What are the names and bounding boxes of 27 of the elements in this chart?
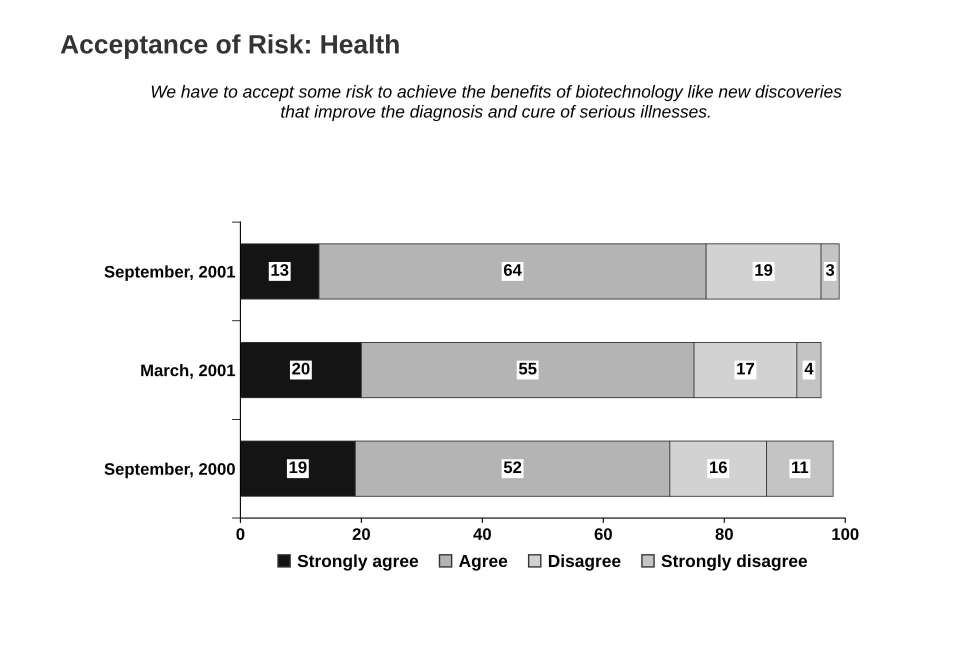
data-label: 19 [755,264,772,276]
data-label: 3 [826,264,834,276]
data-label: 19 [290,461,307,474]
y-tick-label: September, 2000 [104,462,235,478]
x-tick-label: 0 [236,528,244,540]
chart-subtitle: We have to accept some risk to achieve the benefits of biotechnology like new discoveries that improve the diagnosis and cure of serious illnesses. [152,85,842,122]
y-tick-label: September, 2001 [104,265,236,281]
data-label: 64 [504,264,522,276]
data-label: 17 [737,362,754,374]
legend-label: Disagree [548,554,620,571]
data-label: 55 [518,362,537,375]
data-label: 4 [804,362,814,374]
legend-label: Strongly agree [298,554,418,571]
x-tick-label: 40 [473,528,491,540]
legend-label: Agree [459,555,508,571]
legend-label: Strongly disagree [662,554,808,571]
data-label: 11 [792,462,808,474]
x-tick-label: 20 [352,528,370,540]
chart-title: Acceptance of Risk: Health [60,34,399,59]
x-tick-label: 80 [716,528,733,540]
data-label: 16 [710,461,727,474]
data-label: 20 [292,362,310,375]
x-tick-label: 60 [594,528,612,540]
x-tick-label: 100 [832,528,858,540]
data-label: 52 [504,461,522,474]
data-label: 13 [272,264,288,276]
y-tick-label: March, 2001 [141,364,236,379]
